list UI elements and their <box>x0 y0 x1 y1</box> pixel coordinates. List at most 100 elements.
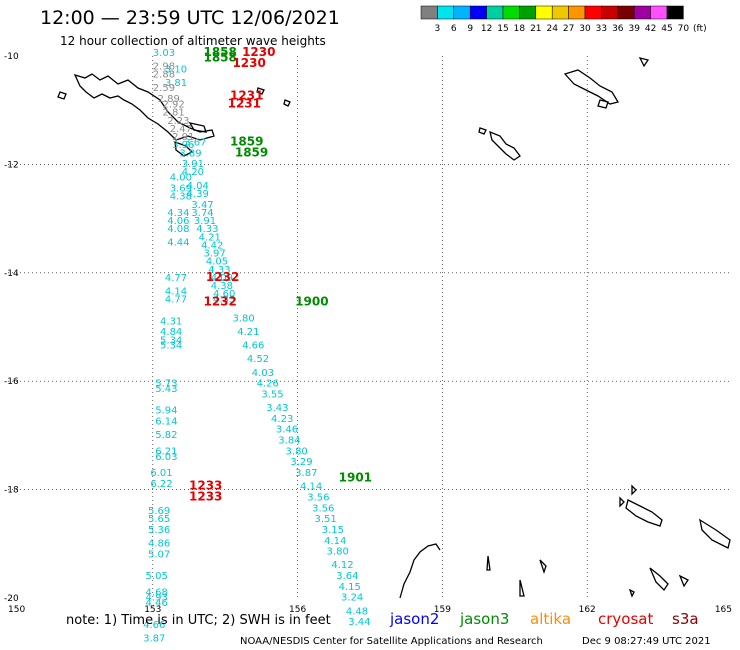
pass-time-label: 1901 <box>339 470 372 484</box>
wave-height-point: 3.56 <box>312 503 334 514</box>
wave-height-point: 4.52 <box>247 354 269 365</box>
coastline-rennell <box>489 130 521 161</box>
coastline-solomons-1 <box>563 69 620 105</box>
color-scale-label: 24 <box>546 24 558 34</box>
coastline-solomons-2 <box>597 99 609 109</box>
chart-title: 12:00 — 23:59 UTC 12/06/2021 <box>40 7 340 29</box>
wave-height-point: 3.87 <box>295 468 317 479</box>
coastline-reef-4 <box>649 567 669 592</box>
wave-height-point: 2.88 <box>153 70 175 81</box>
wave-height-point: 6.01 <box>150 468 172 479</box>
legend-entry-cryosat: cryosat <box>598 610 653 628</box>
wave-height-point: 5.73 <box>155 379 177 390</box>
coastline-reef-1 <box>486 555 491 571</box>
chart-subtitle: 12 hour collection of altimeter wave hei… <box>60 34 326 48</box>
wave-height-point: 4.66 <box>143 620 165 631</box>
wave-height-point: 3.74 <box>191 208 213 219</box>
axis-ticks: 150 153 156 159 162 165 -10 -12 -14 -16 -18 -20 <box>4 52 732 615</box>
satellite-legend: jason2 jason3 altika cryosat s3a <box>389 610 699 628</box>
pass-time-label: 1231 <box>230 88 263 102</box>
pass-time-label: 1231 <box>228 96 261 110</box>
wave-height-point: 2.89 <box>158 94 180 105</box>
wave-height-point: 4.66 <box>242 341 264 352</box>
color-scale-label: 12 <box>481 24 492 34</box>
wave-height-point: 3.43 <box>266 403 288 414</box>
wave-height-point: 5.34 <box>160 335 182 346</box>
coastline-nc-islet-1 <box>631 484 637 496</box>
wave-height-point: 5.34 <box>160 341 182 352</box>
wave-height-point: 4.20 <box>182 167 204 178</box>
wave-height-point: 4.21 <box>237 327 259 338</box>
color-scale-label: 36 <box>612 24 624 34</box>
color-scale-swatch <box>568 5 586 20</box>
wave-height-point: 3.15 <box>322 525 344 536</box>
wave-height-point: 2.47 <box>170 124 192 135</box>
wave-height-point: 3.67 <box>184 137 206 148</box>
coastline-reef-6 <box>628 588 635 598</box>
wave-height-point: 4.68 <box>146 587 168 598</box>
color-scale-swatch <box>617 5 635 20</box>
x-tick-label: 162 <box>579 605 596 615</box>
legend-entry-jason2: jason2 <box>389 610 439 628</box>
coastline-islet-1 <box>57 91 67 100</box>
y-tick-label: -20 <box>4 594 19 604</box>
wave-height-point: 5.69 <box>148 506 170 517</box>
wave-height-point: 2.23 <box>167 116 189 127</box>
color-scale-swatch <box>486 5 504 20</box>
legend-entry-altika: altika <box>530 610 571 628</box>
wave-height-point: 3.81 <box>165 78 187 89</box>
wave-height-point: 4.21 <box>199 232 221 243</box>
wave-height-point: 4.33 <box>196 224 218 235</box>
x-tick-label: 165 <box>715 605 732 615</box>
color-scale-label: 9 <box>467 24 473 34</box>
wave-height-point: 3.84 <box>278 436 300 447</box>
color-scale-swatch <box>502 5 520 20</box>
color-scale-swatch <box>666 5 684 20</box>
x-tick-label: 153 <box>144 605 161 615</box>
coastline-islet-4 <box>256 87 265 95</box>
wave-height-point: 4.38 <box>170 192 192 203</box>
wave-height-point: 4.00 <box>170 173 192 184</box>
wave-height-point: 6.22 <box>150 479 172 490</box>
wave-height-point: 4.04 <box>187 181 209 192</box>
wave-height-point: 3.80 <box>286 446 308 457</box>
wave-height-point: 4.34 <box>167 208 189 219</box>
wave-height-point: 4.14 <box>165 286 187 297</box>
x-tick-label: 150 <box>8 605 25 615</box>
color-scale-swatch <box>519 5 537 20</box>
credit-line: NOAA/NESDIS Center for Satellite Applica… <box>240 636 543 647</box>
color-scale-label: 33 <box>596 24 607 34</box>
color-scale-label: 27 <box>563 24 574 34</box>
pass-time-label: 1858 <box>203 50 236 64</box>
wave-height-point: 3.96 <box>172 140 194 151</box>
wave-height-point: 2.81 <box>162 108 184 119</box>
wave-height-point: 4.86 <box>148 539 170 550</box>
color-scale: 3 6 9 12 15 18 21 24 27 30 33 36 39 42 45 70 (ft) <box>420 5 707 34</box>
coastline-reef-3 <box>539 559 547 575</box>
color-scale-label: (ft) <box>693 24 707 34</box>
wave-height-point: 3.97 <box>203 249 225 260</box>
wave-height-point: 3.24 <box>341 593 363 604</box>
pass-time-label: 1859 <box>235 145 268 159</box>
pass-time-label: 1233 <box>189 489 222 503</box>
wave-height-point: 6.21 <box>155 446 177 457</box>
wave-height-point: 4.12 <box>331 560 353 571</box>
wave-height-point: 4.42 <box>201 240 223 251</box>
wave-height-point: 5.65 <box>148 514 170 525</box>
pass-time-label: 1900 <box>295 294 328 308</box>
wave-height-point: 4.14 <box>300 482 322 493</box>
pass-time-label: 1230 <box>232 56 265 70</box>
pass-time-label: 1858 <box>203 45 236 59</box>
wave-height-point: 4.44 <box>167 238 189 249</box>
wave-height-point: 3.87 <box>143 633 165 644</box>
wave-height-point: 4.03 <box>252 368 274 379</box>
coastline-solomons-3 <box>638 57 650 68</box>
x-tick-label: 156 <box>289 605 306 615</box>
color-scale-label: 42 <box>645 24 656 34</box>
color-scale-label: 15 <box>497 24 508 34</box>
wave-height-point: 5.43 <box>155 384 177 395</box>
y-tick-label: -10 <box>4 52 19 62</box>
wave-height-point: 3.55 <box>261 389 283 400</box>
color-scale-swatch <box>650 5 668 20</box>
wave-height-point: 3.44 <box>348 617 370 628</box>
